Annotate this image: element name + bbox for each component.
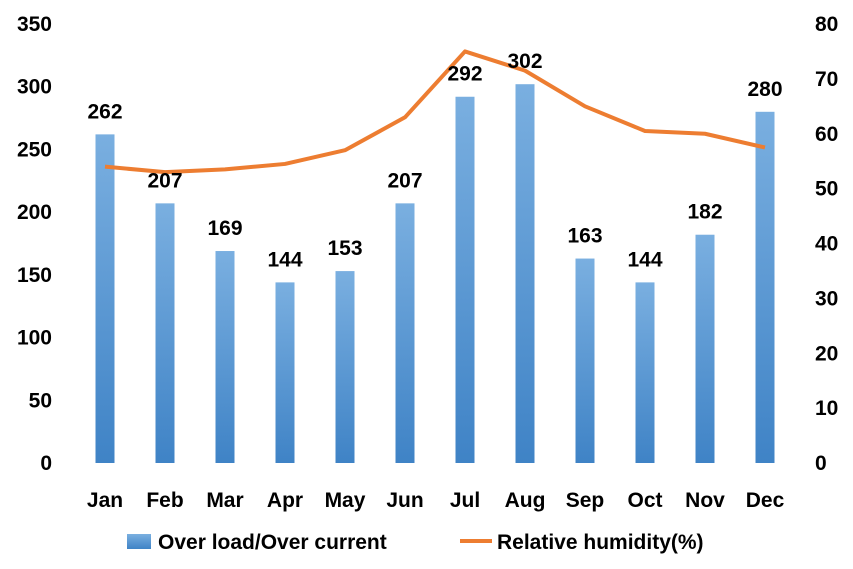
right-tick-label: 30 xyxy=(815,287,838,310)
legend-label-bar: Over load/Over current xyxy=(158,531,387,554)
bar xyxy=(515,84,535,463)
humidity-line xyxy=(104,49,766,175)
left-tick-label: 200 xyxy=(17,201,52,224)
category-label: Jul xyxy=(450,489,480,512)
legend: Over load/Over current Relative humidity… xyxy=(127,531,704,554)
category-label: May xyxy=(325,489,366,512)
category-label: Nov xyxy=(685,489,725,512)
data-label: 153 xyxy=(327,237,362,260)
data-labels: 262 207 169 144 153 207 292 302 163 144 182 280 xyxy=(87,50,782,271)
right-tick-label: 10 xyxy=(815,397,838,420)
left-tick-label: 250 xyxy=(17,138,52,161)
bar xyxy=(695,234,715,463)
right-tick-label: 50 xyxy=(815,178,838,201)
data-label: 302 xyxy=(507,50,542,73)
right-tick-label: 20 xyxy=(815,342,838,365)
data-label: 207 xyxy=(147,169,182,192)
category-label: Dec xyxy=(746,489,785,512)
right-axis: 0 10 20 30 40 50 60 70 80 xyxy=(815,13,838,475)
left-tick-label: 50 xyxy=(29,389,52,412)
data-label: 292 xyxy=(447,63,482,86)
left-tick-label: 100 xyxy=(17,327,52,350)
bar xyxy=(455,96,475,464)
legend-label-line: Relative humidity(%) xyxy=(497,531,704,554)
bar xyxy=(155,203,175,463)
category-label: Aug xyxy=(505,489,546,512)
category-label: Jun xyxy=(386,489,423,512)
line-series xyxy=(104,49,766,175)
category-axis: Jan Feb Mar Apr May Jun Jul Aug Sep Oct Nov Dec xyxy=(87,489,785,512)
data-label: 144 xyxy=(267,248,302,271)
legend-swatch-bar xyxy=(127,534,151,549)
category-label: Feb xyxy=(146,489,183,512)
bar xyxy=(275,282,295,463)
left-tick-label: 150 xyxy=(17,264,52,287)
category-label: Jan xyxy=(87,489,123,512)
bar xyxy=(575,258,595,463)
data-label: 207 xyxy=(387,169,422,192)
right-tick-label: 60 xyxy=(815,123,838,146)
bar-series xyxy=(95,84,775,464)
bar xyxy=(635,282,655,463)
category-label: Apr xyxy=(267,489,303,512)
left-tick-label: 0 xyxy=(40,452,52,475)
right-tick-label: 40 xyxy=(815,233,838,256)
category-label: Mar xyxy=(206,489,243,512)
left-tick-label: 350 xyxy=(17,13,52,36)
right-tick-label: 80 xyxy=(815,13,838,36)
right-tick-label: 0 xyxy=(815,452,827,475)
data-label: 169 xyxy=(207,217,242,240)
bar xyxy=(755,111,775,464)
left-axis: 0 50 100 150 200 250 300 350 xyxy=(17,13,52,475)
right-tick-label: 70 xyxy=(815,68,838,91)
bar xyxy=(395,203,415,463)
bar xyxy=(215,251,235,463)
data-label: 280 xyxy=(747,78,782,101)
category-label: Sep xyxy=(566,489,605,512)
data-label: 182 xyxy=(687,201,722,224)
left-tick-label: 300 xyxy=(17,76,52,99)
bar xyxy=(95,134,115,463)
data-label: 262 xyxy=(87,100,122,123)
category-label: Oct xyxy=(627,489,662,512)
data-label: 163 xyxy=(567,225,602,248)
data-label: 144 xyxy=(627,248,662,271)
bar xyxy=(335,271,355,463)
